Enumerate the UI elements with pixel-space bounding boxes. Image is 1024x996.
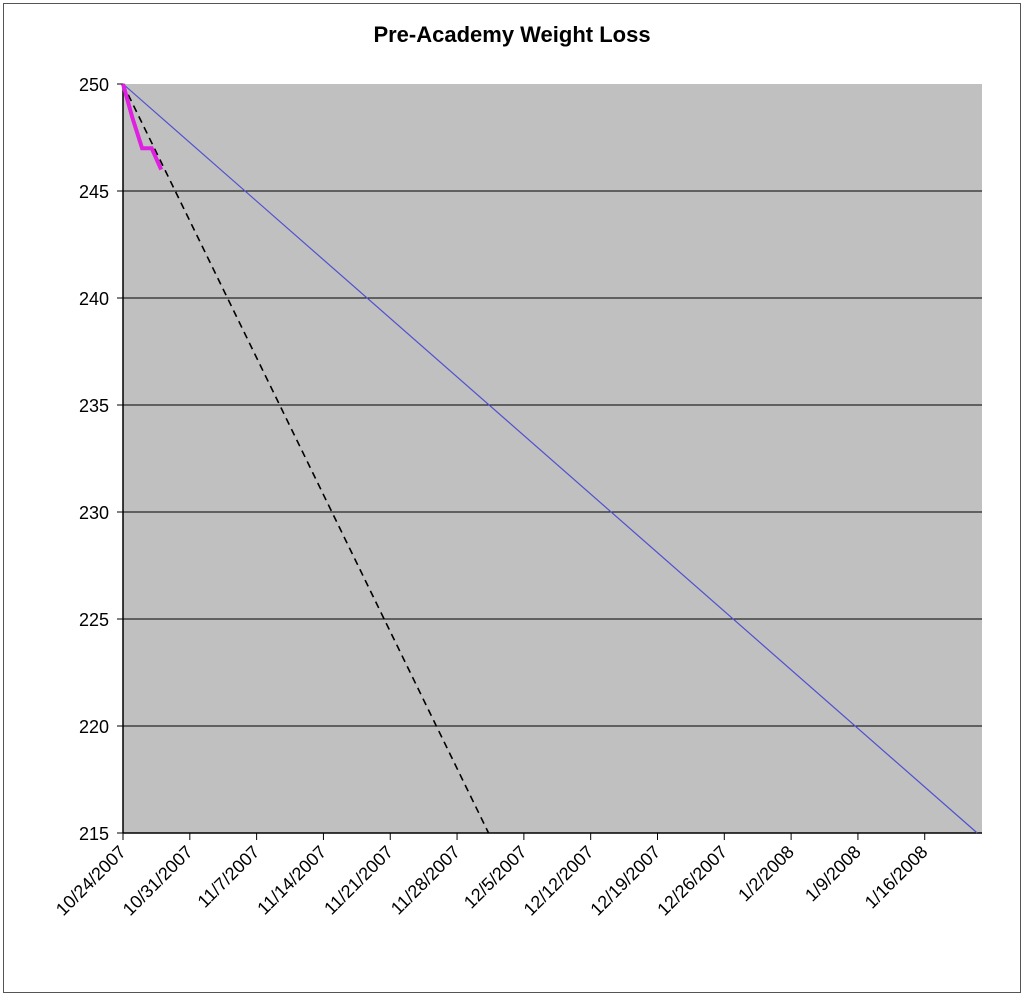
x-tick-label: 10/31/2007 [119, 842, 197, 920]
y-tick-label: 240 [79, 289, 109, 309]
y-tick-label: 250 [79, 75, 109, 95]
x-tick-label: 12/5/2007 [460, 842, 531, 913]
x-tick-label: 12/12/2007 [520, 842, 598, 920]
y-tick-label: 245 [79, 182, 109, 202]
y-tick-label: 220 [79, 717, 109, 737]
x-tick-label: 11/28/2007 [387, 842, 464, 919]
y-tick-label: 230 [79, 503, 109, 523]
x-tick-label: 1/16/2008 [861, 842, 932, 913]
x-tick-label: 1/9/2008 [801, 842, 865, 906]
chart-frame: Pre-Academy Weight Loss 215 220 225 230 235 2… [3, 3, 1021, 993]
x-tick-label: 11/14/2007 [253, 842, 330, 919]
series-line-actual [121, 83, 164, 171]
chart-title: Pre-Academy Weight Loss [373, 22, 651, 47]
y-tick-label: 225 [79, 610, 109, 630]
x-tick-label: 10/24/2007 [52, 842, 130, 920]
series-line-goal [122, 83, 978, 834]
x-tick-label: 1/2/2008 [734, 842, 798, 906]
series-line-trend [122, 83, 490, 834]
y-tick-label: 215 [79, 824, 109, 844]
x-tick-label: 11/7/2007 [194, 842, 264, 912]
y-tick-label: 235 [79, 396, 109, 416]
x-tick-label: 12/19/2007 [586, 842, 664, 920]
x-tick-label: 11/21/2007 [320, 842, 397, 919]
x-tick-label: 12/26/2007 [653, 842, 731, 920]
